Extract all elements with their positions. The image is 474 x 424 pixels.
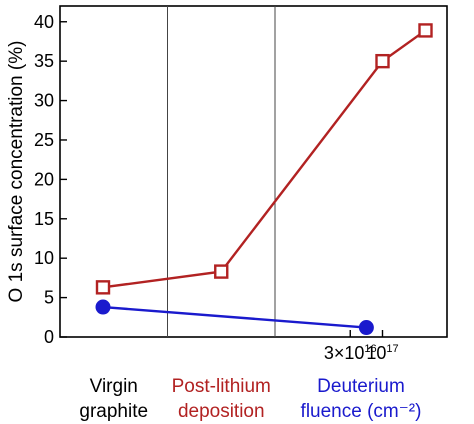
series-1-point-4 (418, 23, 433, 38)
y-tick-label-0: 0 (44, 327, 54, 347)
region-labels: Virgin graphite Post-lithium deposition Deut… (79, 376, 421, 422)
series-2-line (102, 305, 367, 329)
y-tick-label-40: 40 (34, 12, 54, 32)
region-label-1-line-2: graphite (79, 401, 148, 422)
region-label-3-line-1: Deuterium (317, 376, 405, 397)
y-tick-label-20: 20 (34, 169, 54, 189)
plot-frame (59, 5, 448, 338)
fluence-tick-label-2: 1017 (366, 343, 398, 363)
y-tick-label-25: 25 (34, 130, 54, 150)
y-tick-label-15: 15 (34, 209, 54, 229)
fluence-tick-label-1: 3×1016 (324, 343, 377, 363)
region-label-2-line-2: deposition (178, 401, 265, 422)
series-1-point-2 (214, 264, 229, 279)
series-2-point-1 (95, 299, 111, 315)
y-tick-label-10: 10 (34, 248, 54, 268)
region-label-2-line-1: Post-lithium (172, 376, 271, 397)
series-2-point-2 (358, 320, 374, 336)
region-dividers (167, 6, 276, 337)
y-tick-label-30: 30 (34, 91, 54, 111)
plot-area (59, 5, 448, 338)
region-label-3-line-2: fluence (cm⁻²) (301, 401, 422, 422)
series-1-line (102, 29, 427, 289)
region-label-1-line-1: Virgin (90, 376, 138, 397)
series-1-point-1 (95, 280, 111, 295)
y-axis: 0 5 10 15 20 25 30 35 40 (34, 12, 67, 347)
y-axis-title: O 1s surface concentration (%) (6, 41, 27, 303)
y-tick-label-5: 5 (44, 288, 54, 308)
series-1-point-3 (375, 53, 390, 69)
y-tick-label-35: 35 (34, 51, 54, 71)
series-layer (95, 23, 433, 336)
